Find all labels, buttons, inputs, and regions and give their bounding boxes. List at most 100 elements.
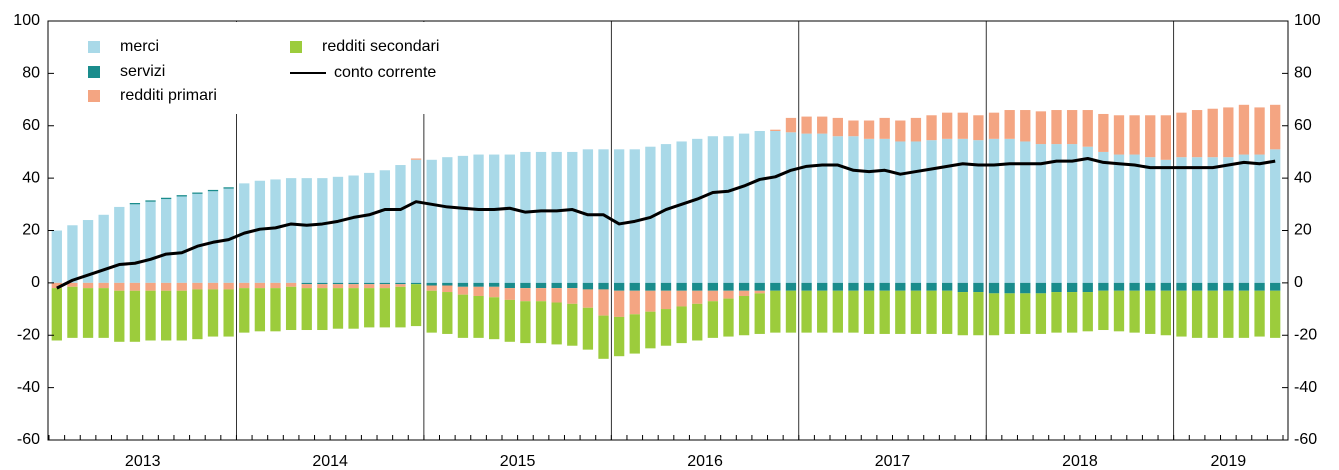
bar bbox=[1113, 290, 1125, 332]
bar bbox=[676, 306, 687, 344]
bar bbox=[567, 303, 578, 346]
bar bbox=[910, 290, 922, 334]
legend-symbol bbox=[88, 90, 100, 102]
bar bbox=[723, 136, 734, 283]
bar bbox=[567, 282, 578, 289]
x-tick-label: 2014 bbox=[312, 453, 348, 470]
bar bbox=[942, 112, 953, 139]
bar bbox=[1254, 290, 1265, 337]
bar bbox=[114, 206, 125, 283]
bar bbox=[1223, 157, 1234, 283]
bar bbox=[613, 316, 625, 357]
bar bbox=[317, 282, 328, 285]
bar bbox=[942, 138, 953, 283]
y2-tick-label: 0 bbox=[1294, 274, 1303, 291]
legend-symbol bbox=[88, 66, 100, 78]
y-tick-label: 0 bbox=[31, 274, 40, 291]
y2-tick-label: 80 bbox=[1294, 65, 1312, 82]
bar bbox=[1082, 282, 1093, 293]
bar bbox=[51, 230, 62, 283]
bar bbox=[317, 284, 328, 289]
bar bbox=[410, 159, 422, 283]
bar bbox=[1098, 151, 1109, 283]
bar bbox=[207, 191, 219, 283]
bar bbox=[1020, 141, 1031, 283]
bar bbox=[285, 178, 297, 283]
bar bbox=[489, 286, 500, 298]
bar bbox=[176, 195, 187, 197]
bar bbox=[660, 290, 672, 310]
bar bbox=[629, 149, 640, 283]
bar bbox=[973, 282, 984, 293]
bar bbox=[1066, 282, 1078, 293]
bar bbox=[332, 288, 344, 329]
bar bbox=[863, 138, 875, 283]
bar bbox=[82, 220, 94, 283]
y2-tick-label: -40 bbox=[1294, 379, 1317, 396]
y-tick-label: 60 bbox=[22, 117, 40, 134]
bar bbox=[67, 282, 78, 287]
bar bbox=[973, 115, 984, 141]
bar bbox=[910, 141, 922, 283]
bar bbox=[957, 292, 968, 336]
bar bbox=[863, 290, 875, 334]
bar bbox=[660, 144, 672, 283]
bar bbox=[473, 295, 484, 338]
bar bbox=[754, 282, 765, 291]
bar bbox=[1066, 292, 1078, 333]
bar bbox=[207, 189, 219, 192]
bar bbox=[926, 140, 937, 283]
bar bbox=[1160, 159, 1172, 283]
bar bbox=[723, 298, 734, 337]
bar bbox=[926, 115, 937, 141]
bar bbox=[160, 282, 172, 291]
bar bbox=[567, 151, 578, 283]
bar bbox=[442, 292, 453, 334]
bar bbox=[660, 282, 672, 291]
bar bbox=[910, 282, 922, 291]
bar bbox=[926, 290, 937, 334]
bar bbox=[988, 112, 1000, 139]
bar bbox=[582, 307, 594, 350]
bar bbox=[1113, 282, 1125, 291]
bar bbox=[942, 290, 953, 334]
bar bbox=[504, 299, 515, 342]
bar bbox=[1176, 112, 1187, 158]
bar bbox=[692, 290, 703, 304]
bar bbox=[957, 282, 968, 293]
bar bbox=[676, 290, 687, 307]
bar bbox=[1051, 282, 1062, 293]
bar bbox=[1207, 108, 1218, 158]
bar bbox=[51, 288, 62, 341]
bar bbox=[551, 288, 562, 303]
bar bbox=[973, 292, 984, 336]
bar bbox=[660, 309, 672, 346]
bar bbox=[129, 290, 141, 342]
bar bbox=[723, 290, 734, 299]
bar bbox=[410, 158, 422, 160]
bar bbox=[551, 302, 562, 345]
bar bbox=[1020, 110, 1031, 142]
bar bbox=[270, 282, 281, 289]
legend-label: redditi primari bbox=[120, 87, 217, 104]
bar bbox=[301, 284, 312, 289]
bar bbox=[817, 116, 828, 134]
bar bbox=[535, 282, 547, 289]
bar bbox=[504, 282, 515, 289]
bar bbox=[645, 282, 656, 291]
bar bbox=[832, 117, 843, 137]
bar bbox=[1066, 144, 1078, 283]
bar bbox=[1004, 282, 1015, 294]
bar bbox=[879, 117, 890, 139]
bar bbox=[395, 286, 406, 328]
legend-symbol bbox=[290, 41, 302, 53]
bar bbox=[1223, 282, 1234, 291]
y2-tick-label: 20 bbox=[1294, 222, 1312, 239]
bar bbox=[1113, 154, 1125, 283]
bar bbox=[520, 282, 531, 289]
bar bbox=[645, 311, 656, 349]
bar bbox=[207, 289, 219, 337]
bar bbox=[489, 282, 500, 287]
bar bbox=[410, 284, 422, 327]
